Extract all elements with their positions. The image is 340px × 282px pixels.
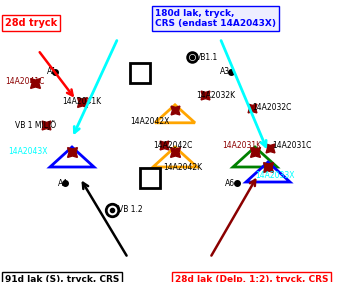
Text: A5: A5 — [143, 173, 153, 182]
Text: 14A2041K: 14A2041K — [62, 98, 101, 107]
Text: A1: A1 — [47, 67, 57, 76]
Text: 14A2042C: 14A2042C — [153, 140, 192, 149]
Text: 14A2042X: 14A2042X — [130, 118, 169, 127]
Text: 91d lak (S), tryck, CRS: 91d lak (S), tryck, CRS — [5, 275, 119, 282]
Text: 14A2043X: 14A2043X — [8, 147, 48, 157]
Text: 28d tryck: 28d tryck — [5, 18, 57, 28]
Text: 14A2042K: 14A2042K — [163, 162, 202, 171]
Text: 14A2031K: 14A2031K — [222, 140, 261, 149]
Text: A3: A3 — [220, 67, 230, 76]
Text: VB 1.2: VB 1.2 — [118, 206, 142, 215]
Text: 14A2031C: 14A2031C — [272, 140, 311, 149]
Text: 14A2032K: 14A2032K — [196, 91, 235, 100]
Text: 180d lak, tryck,
CRS (endast 14A2043X): 180d lak, tryck, CRS (endast 14A2043X) — [155, 8, 276, 28]
Text: VB1.1: VB1.1 — [196, 52, 218, 61]
Text: 28d lak (Delp. 1:2), tryck, CRS: 28d lak (Delp. 1:2), tryck, CRS — [175, 275, 328, 282]
Text: 14A2032C: 14A2032C — [252, 103, 291, 113]
Text: 14A2033X: 14A2033X — [255, 171, 294, 180]
Text: 14A2041C: 14A2041C — [5, 78, 45, 87]
Text: A6: A6 — [225, 179, 235, 188]
Text: A4: A4 — [58, 179, 68, 188]
Text: VB 1 MILJÖ: VB 1 MILJÖ — [15, 120, 56, 130]
Text: A2: A2 — [130, 69, 140, 78]
